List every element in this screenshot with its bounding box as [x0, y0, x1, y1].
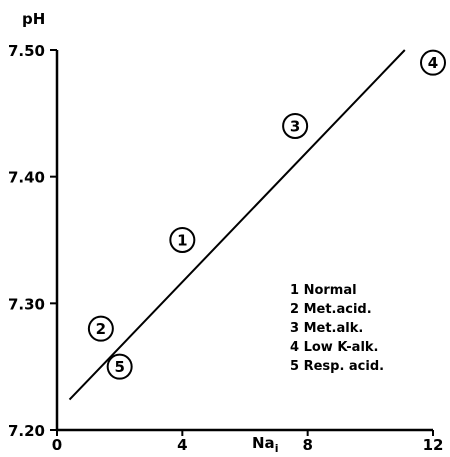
data-point-label: 5	[114, 358, 124, 376]
data-point-label: 3	[290, 118, 300, 136]
x-tick-label: 0	[52, 436, 62, 454]
legend-item-1: 1 Normal	[290, 283, 357, 298]
data-point-marker	[282, 113, 309, 139]
x-axis-title-main: Na	[252, 434, 275, 452]
data-point-4: 4	[420, 49, 446, 76]
ticks: 7.207.307.407.500 4 8 12	[8, 42, 443, 454]
points: 1 2 3 4 5	[87, 49, 446, 380]
legend-item-number: 4	[290, 340, 304, 355]
data-point-marker	[106, 353, 133, 380]
axes	[55, 50, 433, 432]
fit-line	[68, 49, 406, 401]
x-tick-label: 4	[177, 436, 187, 454]
x-tick-label: 12	[423, 436, 444, 454]
data-point-marker	[87, 315, 114, 342]
legend-item-3: 3 Met.alk.	[290, 321, 363, 336]
fit-line-group	[68, 49, 406, 401]
legend-item-text: Low K-alk.	[304, 340, 379, 355]
data-point-label: 1	[177, 232, 187, 250]
data-point-2: 2	[87, 315, 114, 342]
legend-item-4: 4 Low K-alk.	[290, 340, 378, 355]
legend-item-number: 5	[290, 359, 304, 374]
legend-item-text: Met.acid.	[304, 302, 372, 317]
x-axis-title: Nai	[252, 434, 278, 455]
data-point-label: 2	[96, 320, 106, 338]
y-axis-title: pH	[22, 10, 45, 28]
legend-item-2: 2 Met.acid.	[290, 302, 372, 317]
legend-item-text: Met.alk.	[304, 321, 364, 336]
legend-item-number: 1	[290, 283, 304, 298]
x-tick-label: 8	[302, 436, 312, 454]
legend-item-5: 5 Resp. acid.	[290, 359, 384, 374]
legend-item-text: Normal	[304, 283, 357, 298]
legend-item-number: 2	[290, 302, 304, 317]
y-tick-label: 7.40	[8, 169, 45, 187]
data-point-label: 4	[428, 54, 438, 72]
data-point-marker	[169, 227, 196, 253]
y-tick-label: 7.50	[8, 42, 45, 60]
data-point-1: 1	[169, 227, 196, 253]
data-point-marker	[420, 49, 446, 76]
y-tick-label: 7.30	[8, 295, 45, 313]
x-axis-title-subscript: i	[275, 442, 279, 455]
data-point-5: 5	[106, 353, 133, 380]
y-tick-label: 7.20	[8, 422, 45, 440]
legend-item-text: Resp. acid.	[304, 359, 385, 374]
data-point-3: 3	[282, 113, 309, 139]
legend-item-number: 3	[290, 321, 304, 336]
